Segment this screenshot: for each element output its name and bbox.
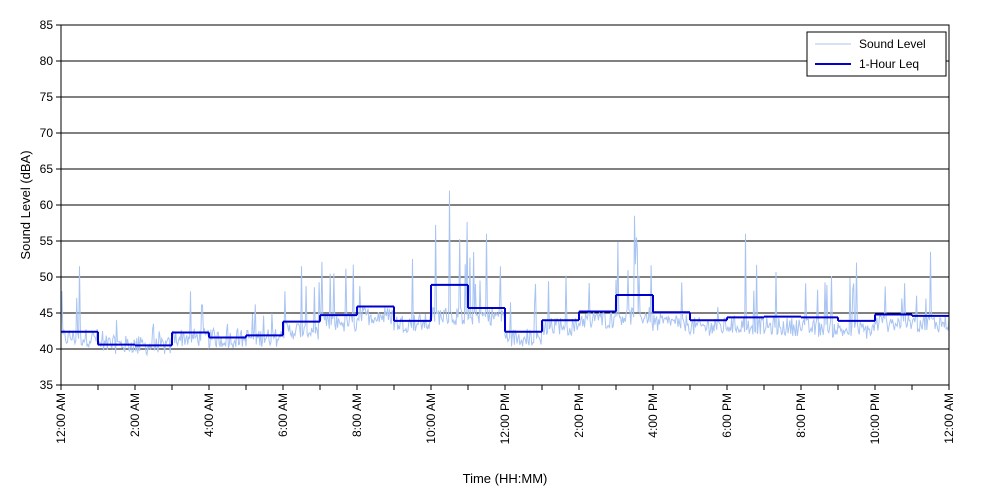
y-tick-label: 35 — [40, 378, 54, 392]
y-axis-title: Sound Level (dBA) — [18, 150, 33, 259]
x-tick-label: 4:00 AM — [202, 393, 216, 437]
leq-series — [61, 283, 949, 347]
legend-box — [806, 31, 947, 77]
x-axis-title: Time (HH:MM) — [463, 471, 548, 486]
y-tick-label: 45 — [40, 306, 54, 320]
x-tick-label: 8:00 AM — [350, 393, 364, 437]
legend-label-leq: 1-Hour Leq — [859, 57, 919, 71]
x-tick-label: 2:00 PM — [572, 393, 586, 438]
y-tick-label: 85 — [40, 18, 54, 32]
x-tick-label: 6:00 AM — [276, 393, 290, 437]
x-tick-label: 2:00 AM — [128, 393, 142, 437]
y-tick-label: 65 — [40, 162, 54, 176]
x-tick-label: 12:00 AM — [942, 393, 956, 444]
y-tick-label: 80 — [40, 54, 54, 68]
y-tick-label: 55 — [40, 234, 54, 248]
y-tick-label: 75 — [40, 90, 54, 104]
x-tick-label: 10:00 PM — [868, 393, 882, 444]
y-tick-label: 50 — [40, 270, 54, 284]
x-tick-label: 12:00 PM — [498, 393, 512, 444]
y-tick-label: 70 — [40, 126, 54, 140]
x-tick-label: 6:00 PM — [720, 393, 734, 438]
legend-label-sound-level: Sound Level — [859, 37, 926, 51]
x-tick-label: 4:00 PM — [646, 393, 660, 438]
x-tick-label: 8:00 PM — [794, 393, 808, 438]
y-tick-label: 40 — [40, 342, 54, 356]
y-tick-label: 60 — [40, 198, 54, 212]
x-tick-label: 12:00 AM — [54, 393, 68, 444]
legend: Sound Level 1-Hour Leq — [806, 31, 947, 77]
x-axis-ticks: 12:00 AM 2:00 AM 4:00 AM 6:00 AM 8:00 AM 10:0… — [54, 385, 956, 444]
sound-level-line — [60, 190, 950, 357]
y-axis-ticks: 35 40 45 50 55 60 65 70 75 80 85 — [40, 18, 61, 392]
sound-level-series — [60, 190, 950, 357]
x-tick-label: 10:00 AM — [424, 393, 438, 444]
